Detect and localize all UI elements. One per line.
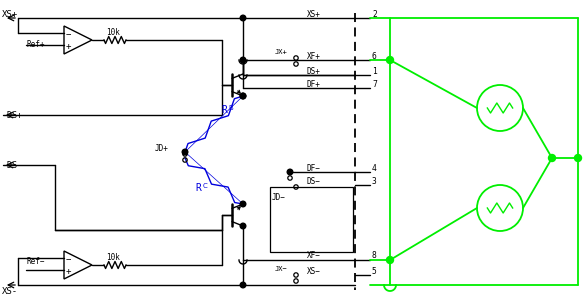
Text: XS−: XS− xyxy=(307,266,321,275)
Text: 5: 5 xyxy=(372,266,377,275)
Circle shape xyxy=(287,169,293,175)
Text: B: B xyxy=(228,105,233,111)
Text: JD+: JD+ xyxy=(155,144,169,152)
Circle shape xyxy=(549,155,556,161)
Circle shape xyxy=(240,201,246,207)
Text: XS+: XS+ xyxy=(2,10,18,18)
Text: 2: 2 xyxy=(372,10,377,18)
Text: 8: 8 xyxy=(372,252,377,261)
Circle shape xyxy=(240,93,246,99)
Text: JX−: JX− xyxy=(275,266,288,272)
Circle shape xyxy=(574,155,581,161)
Text: −: − xyxy=(66,254,71,263)
Text: XF+: XF+ xyxy=(307,51,321,60)
Text: DS−: DS− xyxy=(307,176,321,185)
Text: R: R xyxy=(221,105,227,115)
Circle shape xyxy=(240,93,246,99)
Text: JD−: JD− xyxy=(272,192,286,201)
Text: XS+: XS+ xyxy=(307,10,321,18)
Text: Ref−: Ref− xyxy=(26,257,44,265)
Text: JX+: JX+ xyxy=(275,49,288,55)
Text: +: + xyxy=(66,267,71,276)
Text: 7: 7 xyxy=(372,79,377,88)
Text: 6: 6 xyxy=(372,51,377,60)
Circle shape xyxy=(240,57,246,63)
Circle shape xyxy=(240,282,246,288)
Circle shape xyxy=(387,257,394,264)
Text: XS-: XS- xyxy=(2,286,18,295)
Text: R: R xyxy=(195,183,201,193)
Text: 10k: 10k xyxy=(106,253,120,261)
Text: −: − xyxy=(66,29,71,38)
Circle shape xyxy=(182,149,188,155)
Text: XF−: XF− xyxy=(307,252,321,261)
Circle shape xyxy=(240,223,246,229)
Text: C: C xyxy=(203,183,208,189)
Text: Ref+: Ref+ xyxy=(26,39,44,48)
Text: 1: 1 xyxy=(372,67,377,75)
Text: DF+: DF+ xyxy=(307,79,321,88)
Text: DF−: DF− xyxy=(307,164,321,172)
Circle shape xyxy=(240,15,246,21)
Text: 4: 4 xyxy=(372,164,377,172)
Text: DS+: DS+ xyxy=(307,67,321,75)
Text: −DS+: −DS+ xyxy=(3,111,23,120)
Text: +: + xyxy=(66,42,71,51)
Circle shape xyxy=(387,56,394,63)
Text: −DS−: −DS− xyxy=(3,160,23,169)
Text: 10k: 10k xyxy=(106,27,120,37)
Text: 3: 3 xyxy=(372,176,377,185)
